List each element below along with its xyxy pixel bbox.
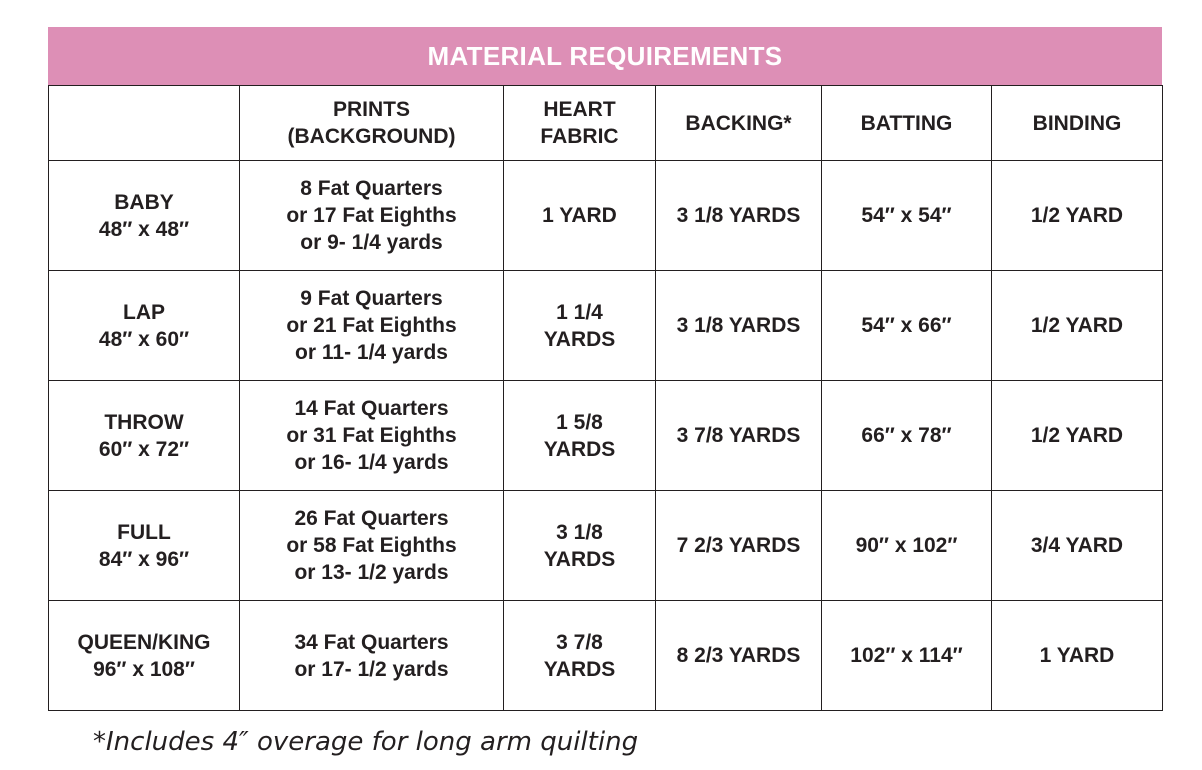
row-binding: 1/2 YARD [991,270,1163,381]
row-batting: 54″ x 54″ [821,160,992,271]
row-batting: 66″ x 78″ [821,380,992,491]
row-heart-fabric: 3 1/8 YARDS [503,490,656,601]
row-binding: 1/2 YARD [991,160,1163,271]
header-row: PRINTS (BACKGROUND) HEART FABRIC BACKING… [48,85,1163,161]
row-batting: 90″ x 102″ [821,490,992,601]
row-size: QUEEN/KING 96″ x 108″ [48,600,240,711]
table-row: LAP 48″ x 60″ 9 Fat Quarters or 21 Fat E… [48,270,1163,381]
row-size: BABY 48″ x 48″ [48,160,240,271]
row-heart-fabric: 1 YARD [503,160,656,271]
table-title: MATERIAL REQUIREMENTS [48,27,1162,85]
header-binding: BINDING [991,85,1163,161]
table-row: THROW 60″ x 72″ 14 Fat Quarters or 31 Fa… [48,380,1163,491]
row-batting: 54″ x 66″ [821,270,992,381]
row-prints: 8 Fat Quarters or 17 Fat Eighths or 9- 1… [239,160,504,271]
table-row: BABY 48″ x 48″ 8 Fat Quarters or 17 Fat … [48,160,1163,271]
row-prints: 26 Fat Quarters or 58 Fat Eighths or 13-… [239,490,504,601]
table-row: FULL 84″ x 96″ 26 Fat Quarters or 58 Fat… [48,490,1163,601]
row-prints: 34 Fat Quarters or 17- 1/2 yards [239,600,504,711]
row-size: THROW 60″ x 72″ [48,380,240,491]
requirements-grid: PRINTS (BACKGROUND) HEART FABRIC BACKING… [48,85,1163,711]
row-heart-fabric: 1 5/8 YARDS [503,380,656,491]
row-backing: 7 2/3 YARDS [655,490,822,601]
header-batting: BATTING [821,85,992,161]
row-heart-fabric: 3 7/8 YARDS [503,600,656,711]
row-backing: 3 1/8 YARDS [655,160,822,271]
row-size: FULL 84″ x 96″ [48,490,240,601]
row-heart-fabric: 1 1/4 YARDS [503,270,656,381]
row-prints: 14 Fat Quarters or 31 Fat Eighths or 16-… [239,380,504,491]
row-backing: 3 1/8 YARDS [655,270,822,381]
material-requirements-table: MATERIAL REQUIREMENTS PRINTS (BACKGROUND… [48,27,1163,711]
header-prints: PRINTS (BACKGROUND) [239,85,504,161]
footnote: *Includes 4″ overage for long arm quilti… [93,727,639,757]
header-backing: BACKING* [655,85,822,161]
row-binding: 3/4 YARD [991,490,1163,601]
table-row: QUEEN/KING 96″ x 108″ 34 Fat Quarters or… [48,600,1163,711]
row-prints: 9 Fat Quarters or 21 Fat Eighths or 11- … [239,270,504,381]
row-binding: 1 YARD [991,600,1163,711]
row-backing: 3 7/8 YARDS [655,380,822,491]
row-backing: 8 2/3 YARDS [655,600,822,711]
header-heart-fabric: HEART FABRIC [503,85,656,161]
row-batting: 102″ x 114″ [821,600,992,711]
row-binding: 1/2 YARD [991,380,1163,491]
row-size: LAP 48″ x 60″ [48,270,240,381]
header-size [48,85,240,161]
